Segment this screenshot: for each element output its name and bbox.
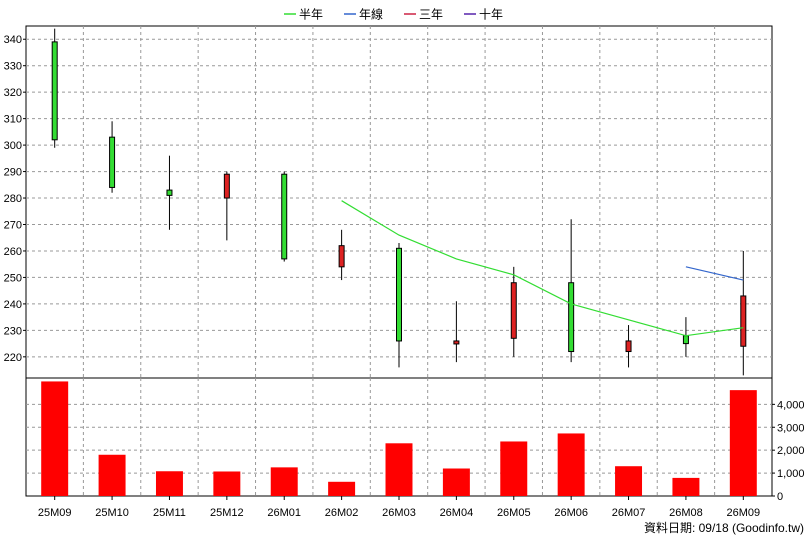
- candle-body: [453, 340, 460, 345]
- volume-bar: [615, 466, 643, 496]
- volume-tick-label: 3,000: [777, 422, 805, 434]
- candle-body: [51, 41, 58, 141]
- volume-bar: [672, 477, 700, 496]
- candle-body: [338, 245, 345, 268]
- x-tick-label: 25M10: [95, 507, 129, 519]
- candle-body: [510, 282, 517, 339]
- x-tick-label: 26M07: [612, 507, 646, 519]
- candle-bodies: [51, 41, 747, 353]
- candle-body: [568, 282, 575, 353]
- volume-bar: [385, 443, 413, 496]
- volume-bars: [41, 381, 757, 496]
- data-date-footnote: 資料日期: 09/18 (Goodinfo.tw): [644, 521, 804, 535]
- x-tick-label: 26M02: [325, 507, 359, 519]
- chart-legend: 半年 年線 三年 十年: [284, 7, 503, 22]
- price-tick-label: 270: [4, 219, 22, 231]
- legend-label: 年線: [359, 7, 383, 22]
- x-tick-label: 26M09: [726, 507, 760, 519]
- x-tick-label: 26M01: [267, 507, 301, 519]
- volume-bar: [155, 471, 183, 496]
- volume-bar: [270, 467, 298, 496]
- price-tick-label: 240: [4, 299, 22, 311]
- price-tick-label: 320: [4, 87, 22, 99]
- ma-line: [341, 200, 744, 337]
- candle-body: [223, 173, 230, 199]
- volume-tick-label: 1,000: [777, 468, 805, 480]
- ma-line: [685, 266, 744, 281]
- volume-tick-label: 2,000: [777, 445, 805, 457]
- volume-bar: [98, 454, 126, 496]
- x-tick-label: 25M11: [153, 507, 186, 519]
- x-axis: 25M09 25M10 25M11 25M12 26M01 26M02 26M03 26M04…: [38, 496, 760, 519]
- volume-bar: [41, 381, 69, 496]
- price-tick-label: 300: [4, 140, 22, 152]
- price-tick-label: 340: [4, 34, 22, 46]
- volume-bar: [729, 390, 757, 496]
- price-tick-label: 280: [4, 193, 22, 205]
- price-tick-label: 220: [4, 352, 22, 364]
- legend-label: 三年: [419, 8, 443, 22]
- candle-body: [396, 247, 402, 342]
- price-tick-label: 330: [4, 61, 22, 73]
- volume-tick-label: 0: [777, 491, 783, 503]
- price-tick-label: 310: [4, 114, 22, 126]
- price-tick-label: 250: [4, 272, 22, 284]
- legend-label: 半年: [299, 8, 323, 22]
- x-tick-label: 26M04: [440, 507, 474, 519]
- price-axis: 220 230 240 250 260 270 280 290 300 310 320 330 340: [4, 34, 26, 364]
- volume-bar: [557, 433, 585, 496]
- candle-body: [109, 136, 116, 188]
- volume-tick-label: 4,000: [777, 399, 805, 411]
- candle-body: [166, 189, 173, 196]
- x-tick-label: 26M08: [669, 507, 703, 519]
- x-tick-label: 26M05: [497, 507, 531, 519]
- candle-body: [682, 335, 689, 345]
- price-tick-label: 230: [4, 325, 22, 337]
- volume-axis: 0 1,000 2,000 3,000 4,000: [772, 399, 805, 503]
- x-tick-label: 26M03: [382, 507, 416, 519]
- x-tick-label: 25M12: [210, 507, 244, 519]
- x-tick-label: 25M09: [38, 507, 72, 519]
- volume-bar: [442, 468, 470, 496]
- volume-bar: [328, 481, 356, 496]
- candle-body: [740, 295, 747, 347]
- price-tick-label: 260: [4, 246, 22, 258]
- x-tick-label: 26M06: [554, 507, 588, 519]
- legend-label: 十年: [479, 8, 503, 22]
- price-tick-label: 290: [4, 167, 22, 179]
- volume-bar: [213, 471, 241, 496]
- volume-bar: [500, 441, 528, 496]
- candle-body: [281, 173, 288, 260]
- moving-average-lines: [341, 200, 744, 337]
- candle-body: [625, 340, 632, 353]
